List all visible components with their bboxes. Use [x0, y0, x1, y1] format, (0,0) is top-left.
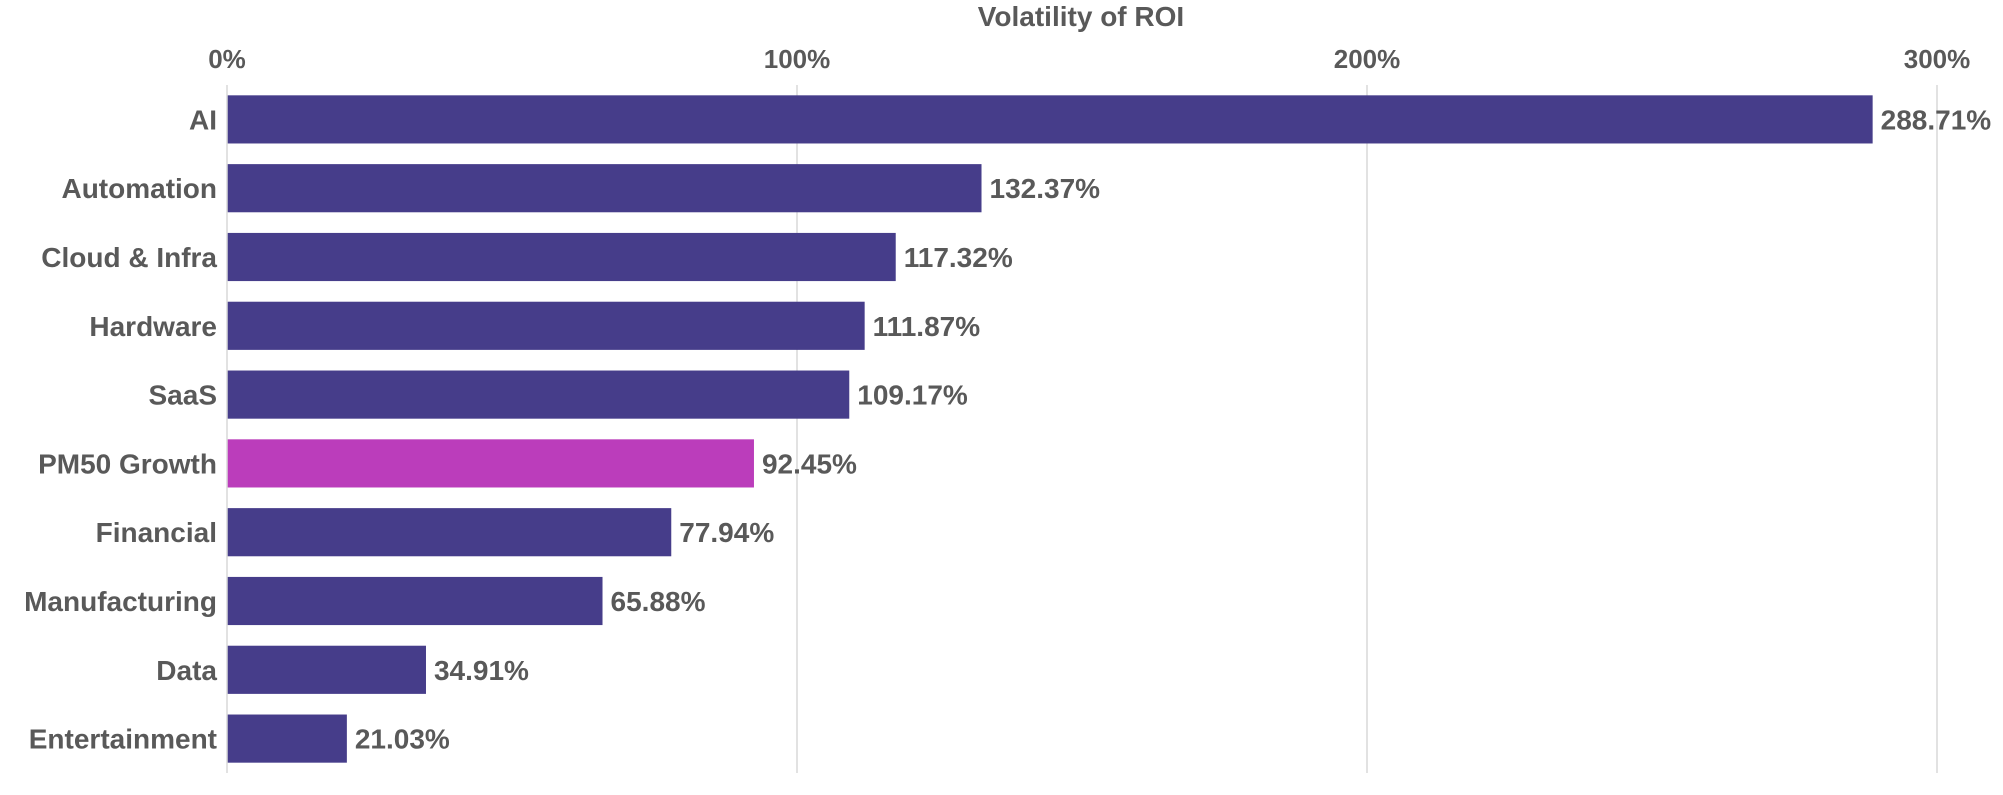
- value-label: 288.71%: [1881, 104, 1992, 135]
- category-label: PM50 Growth: [38, 448, 217, 479]
- category-label: Manufacturing: [24, 586, 217, 617]
- value-label: 117.32%: [904, 242, 1013, 273]
- category-labels: AI Automation Cloud & Infra Hardware SaaS PM5…: [24, 104, 217, 754]
- x-axis-ticks: 0% 100% 200% 300%: [208, 44, 1970, 74]
- category-label: Automation: [61, 173, 217, 204]
- bar-pm50-growth: [227, 439, 754, 488]
- value-label: 77.94%: [679, 517, 774, 548]
- category-label: SaaS: [149, 380, 218, 411]
- bar-manufacturing: [227, 576, 603, 626]
- x-tick-label: 0%: [208, 44, 246, 74]
- category-label: AI: [189, 104, 217, 135]
- value-label: 132.37%: [990, 173, 1101, 204]
- category-label: Data: [156, 655, 217, 686]
- bar-financial: [227, 508, 672, 557]
- value-label: 65.88%: [611, 586, 706, 617]
- x-tick-label: 100%: [764, 44, 831, 74]
- category-label: Cloud & Infra: [41, 242, 217, 273]
- bar-cloud-infra: [227, 232, 896, 282]
- x-tick-label: 200%: [1334, 44, 1401, 74]
- value-label: 34.91%: [434, 655, 529, 686]
- bar-automation: [227, 164, 982, 213]
- value-label: 109.17%: [857, 380, 968, 411]
- value-labels: 288.71% 132.37% 117.32% 111.87% 109.17% 92.45…: [355, 104, 1991, 754]
- value-label: 111.87%: [873, 311, 981, 342]
- value-label: 92.45%: [762, 448, 857, 479]
- bar-entertainment: [227, 714, 347, 763]
- bar-ai: [227, 95, 1873, 144]
- category-label: Entertainment: [29, 724, 217, 755]
- bars: [227, 95, 1873, 763]
- x-tick-label: 300%: [1904, 44, 1971, 74]
- x-axis-title: Volatility of ROI: [978, 1, 1184, 32]
- bar-hardware: [227, 301, 865, 350]
- category-label: Hardware: [89, 311, 217, 342]
- bar-data: [227, 645, 426, 694]
- value-label: 21.03%: [355, 724, 450, 755]
- bar-saas: [227, 370, 850, 419]
- category-label: Financial: [96, 517, 217, 548]
